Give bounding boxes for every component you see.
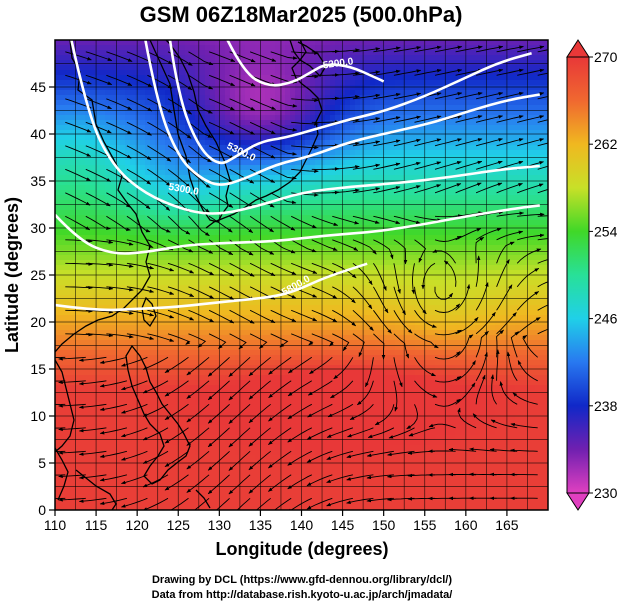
colorbar-min-extension — [566, 492, 590, 511]
colorbar: 230 238 246 254 262 270 — [566, 39, 618, 511]
x-axis-title: Longitude (degrees) — [215, 539, 388, 559]
colorbar-tick-label: 254 — [594, 223, 618, 239]
credit-data-source: Data from http://database.rish.kyoto-u.a… — [152, 589, 453, 601]
coastline-korea — [149, 40, 231, 223]
contour-line-5600-0 — [55, 204, 540, 255]
x-tick-label: 160 — [454, 517, 478, 533]
x-tick-label: 150 — [372, 517, 396, 533]
x-tick-label: 110 — [44, 517, 67, 533]
x-tick-label: 130 — [208, 517, 232, 533]
y-tick-label: 40 — [30, 126, 46, 142]
x-tick-label: 115 — [85, 517, 108, 533]
colorbar-tick-label: 230 — [594, 485, 618, 501]
coastline-asia-mainland — [55, 40, 151, 353]
y-tick-label: 15 — [30, 361, 46, 377]
colorbar-tick-label: 270 — [594, 49, 618, 65]
contour-line-5200-0 — [226, 40, 385, 87]
colorbar-gradient — [566, 56, 590, 494]
y-tick-label: 30 — [30, 220, 46, 236]
y-tick-label: 20 — [30, 314, 46, 330]
credit-dcl: Drawing by DCL (https://www.gfd-dennou.o… — [152, 574, 452, 586]
y-tick-label: 0 — [38, 502, 46, 518]
colorbar-max-extension — [566, 39, 590, 58]
x-tick-label: 145 — [331, 517, 355, 533]
grid-lines — [55, 40, 548, 510]
contour-line-5800-0 — [55, 262, 368, 312]
x-tick-label: 120 — [125, 517, 149, 533]
height-contours — [55, 40, 541, 312]
contour-label-0: 5200.0 — [322, 56, 354, 71]
y-axis-ticks: 0 5 10 15 20 25 30 35 40 45 — [30, 79, 55, 518]
map-title: GSM 06Z18Mar2025 (500.0hPa) — [140, 2, 463, 27]
x-axis-ticks: 110 115 120 125 130 135 140 145 150 155 160 165 — [44, 510, 519, 533]
colorbar-tick-label: 262 — [594, 136, 618, 152]
x-tick-label: 165 — [495, 517, 519, 533]
contour-line-5400-0 — [144, 40, 541, 186]
x-tick-label: 135 — [249, 517, 273, 533]
contour-line-5500-0 — [70, 40, 540, 215]
coastline-vietnam — [55, 359, 75, 453]
colorbar-tick-label: 238 — [594, 398, 618, 414]
y-tick-label: 35 — [30, 173, 46, 189]
y-axis-title: Latitude (degrees) — [2, 197, 22, 353]
y-tick-label: 10 — [30, 408, 46, 424]
y-tick-label: 25 — [30, 267, 46, 283]
y-tick-label: 45 — [30, 79, 46, 95]
contour-line-5300-0 — [168, 40, 532, 165]
colorbar-ticks: 230 238 246 254 262 270 — [589, 49, 618, 501]
contour-label-2: 5300.0 — [168, 182, 200, 198]
colorbar-tick-label: 246 — [594, 311, 618, 327]
x-tick-label: 155 — [413, 517, 437, 533]
y-tick-label: 5 — [38, 455, 46, 471]
x-tick-label: 125 — [167, 517, 191, 533]
x-tick-label: 140 — [290, 517, 314, 533]
